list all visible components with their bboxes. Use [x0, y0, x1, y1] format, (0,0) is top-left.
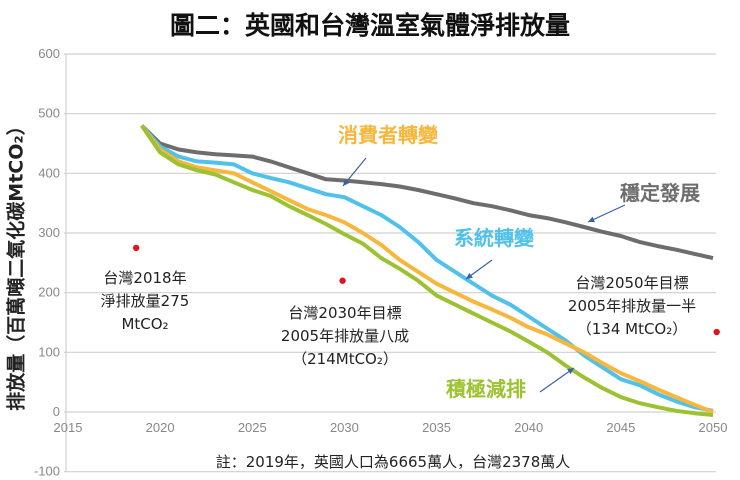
x-tick-label: 2030	[330, 420, 359, 435]
series-label: 消費者轉變	[338, 123, 439, 147]
chart-note: 註：2019年，英國人口為6665萬人，台灣2378萬人	[216, 453, 571, 471]
target-point	[339, 277, 346, 284]
point-annotation: 台灣2030年目標	[288, 304, 401, 322]
chart-title: 圖二：英國和台灣溫室氣體淨排放量	[169, 11, 570, 40]
y-tick-label: 0	[53, 404, 60, 419]
arrow-line	[587, 204, 626, 223]
y-tick-label: 400	[38, 165, 60, 180]
point-annotation: 2005年排放量一半	[568, 297, 696, 315]
y-tick-label: 200	[38, 285, 60, 300]
x-tick-label: 2050	[699, 420, 728, 435]
point-annotation: 2005年排放量八成	[281, 327, 409, 345]
y-tick-label: -100	[34, 464, 60, 479]
x-tick-label: 2045	[606, 420, 635, 435]
y-tick-label: 100	[38, 344, 60, 359]
x-tick-label: 2015	[54, 420, 83, 435]
point-annotation: （134 MtCO₂）	[577, 320, 688, 338]
arrow-line	[539, 367, 575, 393]
series-line	[140, 124, 714, 261]
target-point	[132, 244, 140, 252]
x-tick-label: 2020	[146, 420, 175, 435]
y-tick-label: 600	[38, 46, 60, 61]
target-point	[713, 328, 720, 336]
x-tick-label: 2025	[238, 420, 267, 435]
arrow-head	[567, 368, 574, 375]
point-annotation: 台灣2050年目標	[575, 274, 688, 292]
arrow-head	[588, 216, 595, 223]
x-tick-label: 2035	[422, 420, 451, 435]
point-annotation: （214MtCO₂）	[292, 350, 398, 368]
series-label: 積極減排	[446, 377, 526, 401]
series-label: 穩定發展	[620, 181, 700, 205]
x-tick-label: 2040	[514, 420, 543, 435]
point-annotation: 台灣2018年	[103, 269, 186, 287]
y-tick-label: 500	[38, 106, 60, 121]
point-annotation: 淨排放量275	[101, 292, 190, 310]
series-label: 系統轉變	[454, 226, 535, 250]
series-line	[140, 124, 714, 417]
y-tick-label: 300	[38, 225, 60, 240]
series-line	[140, 124, 714, 413]
arrow-head	[466, 272, 473, 279]
arrow-head	[343, 179, 350, 186]
point-annotation: MtCO₂	[121, 315, 168, 333]
series-line	[140, 124, 714, 414]
